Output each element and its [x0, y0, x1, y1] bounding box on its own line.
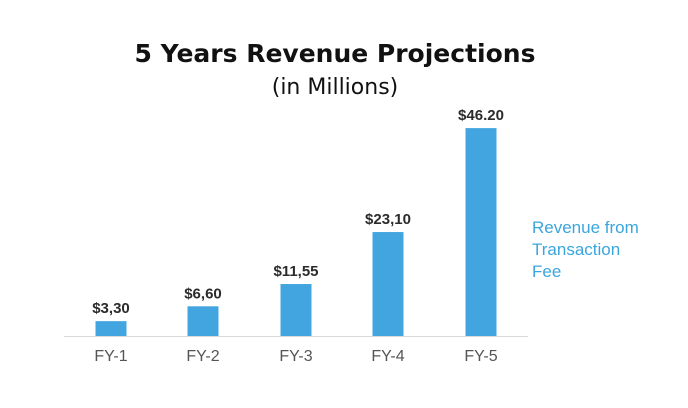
bar-fy-5: [465, 128, 497, 336]
x-tick-label-fy-2: FY-2: [186, 348, 219, 365]
legend-text-line-3: Fee: [532, 262, 561, 281]
data-label-fy-3: $11,55: [273, 263, 318, 280]
x-tick-label-fy-4: FY-4: [371, 348, 404, 365]
legend-text-line-2: Transaction: [532, 240, 620, 259]
bar-fy-2: [187, 306, 219, 336]
bar-fy-1: [95, 321, 127, 336]
data-labels-layer: $3,30 $6,60 $11,55 $23,10 $46.20: [92, 107, 504, 317]
x-tick-label-fy-1: FY-1: [94, 348, 127, 365]
legend-text-line-1: Revenue from: [532, 218, 639, 237]
data-label-fy-1: $3,30: [92, 300, 130, 317]
x-tick-labels-layer: FY-1 FY-2 FY-3 FY-4 FY-5: [94, 348, 497, 365]
data-label-fy-4: $23,10: [365, 211, 411, 228]
chart-subtitle: (in Millions): [272, 75, 399, 100]
chart-title: 5 Years Revenue Projections: [135, 39, 536, 68]
bar-fy-3: [280, 284, 312, 336]
data-label-fy-5: $46.20: [458, 107, 504, 124]
x-tick-label-fy-5: FY-5: [464, 348, 497, 365]
x-tick-label-fy-3: FY-3: [279, 348, 312, 365]
data-label-fy-2: $6,60: [184, 285, 222, 302]
legend: Revenue from Transaction Fee: [532, 218, 639, 281]
bar-fy-4: [372, 232, 404, 336]
bars-layer: [95, 128, 497, 336]
